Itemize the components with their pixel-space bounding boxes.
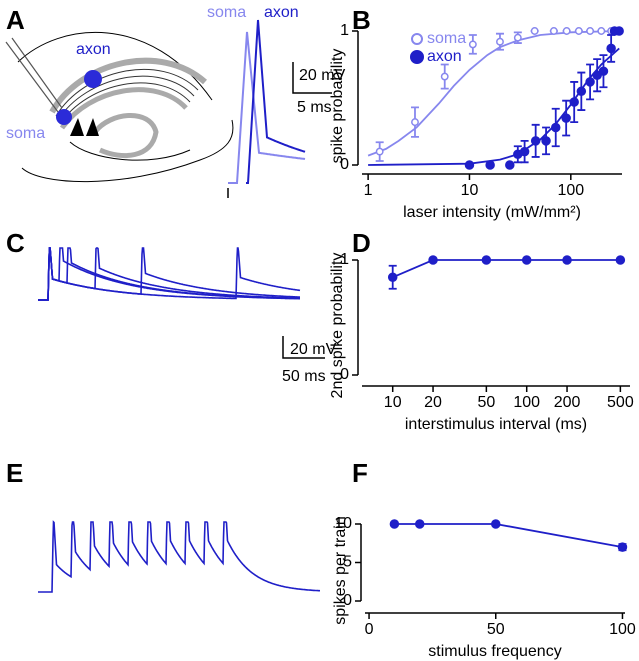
y-axis-label: spikes per train: [332, 516, 349, 625]
diagram-label: soma: [6, 125, 45, 142]
data-point: [485, 160, 495, 170]
x-tick-label: 0: [365, 621, 374, 638]
data-point: [428, 255, 438, 265]
data-point: [491, 519, 501, 529]
x-tick-label: 1: [364, 182, 373, 199]
data-point: [496, 37, 504, 46]
data-point: [387, 272, 398, 282]
data-point: [586, 27, 595, 35]
voltage-trace: [228, 31, 306, 184]
hippocampus-diagram: [5, 32, 234, 183]
data-point: [569, 97, 579, 107]
trace-label: soma: [207, 4, 246, 21]
data-line: [394, 523, 623, 548]
x-tick-label: 100: [557, 182, 584, 199]
series: [387, 255, 626, 290]
scale-bar-label: 20 mV: [290, 341, 337, 358]
diagram-label: axon: [76, 41, 111, 58]
x-tick-label: 500: [607, 394, 634, 411]
data-point: [468, 40, 477, 49]
data-point: [464, 160, 475, 170]
data-point: [574, 27, 583, 35]
x-tick-label: 10: [384, 394, 402, 411]
data-point: [519, 146, 530, 157]
data-point: [550, 122, 561, 133]
scale-bar: [227, 62, 332, 198]
data-point: [440, 72, 449, 81]
data-point: [562, 255, 572, 265]
panel-label: E: [6, 458, 23, 488]
data-point: [521, 255, 532, 265]
y-axis-label: 2nd spike probability: [329, 253, 346, 399]
data-point: [530, 27, 539, 35]
legend-marker: [410, 50, 424, 64]
data-point: [389, 519, 400, 529]
scale-bar-label: 20 mV: [299, 67, 346, 84]
x-tick-label: 20: [424, 394, 442, 411]
data-point: [562, 27, 571, 35]
y-tick-label: 1: [340, 22, 349, 39]
data-point: [614, 26, 624, 36]
legend-label: axon: [427, 48, 462, 65]
x-tick-label: 100: [513, 394, 540, 411]
legend-marker: [411, 33, 423, 45]
data-point: [481, 255, 492, 265]
y-tick-label: 0: [340, 156, 349, 173]
data-line: [392, 259, 621, 279]
data-point: [561, 113, 571, 123]
panel-label: C: [6, 228, 25, 258]
x-axis-label: interstimulus interval (ms): [405, 416, 587, 433]
x-tick-label: 200: [554, 394, 581, 411]
x-axis-label: stimulus frequency: [428, 643, 561, 660]
data-point: [549, 27, 558, 35]
scale-bar: [282, 336, 325, 359]
x-tick-label: 50: [477, 394, 495, 411]
fit-curve: [367, 30, 620, 157]
voltage-trace: [246, 19, 306, 184]
voltage-trace: [38, 247, 300, 301]
x-tick-label: 100: [609, 621, 636, 638]
panel-label: A: [6, 5, 25, 35]
data-point: [530, 136, 541, 146]
data-point: [414, 519, 425, 529]
voltage-trace: [38, 247, 300, 301]
trace-label: axon: [264, 4, 299, 21]
y-tick-label: 10: [334, 515, 352, 532]
data-point: [513, 33, 522, 42]
x-axis-label: laser intensity (mW/mm²): [403, 204, 581, 221]
voltage-trace: [38, 247, 301, 301]
y-tick-label: 1: [340, 251, 349, 268]
scale-bar-label: 50 ms: [282, 368, 326, 385]
data-point: [411, 118, 419, 127]
data-point: [576, 86, 587, 97]
scale-bar-label: 5 ms: [297, 99, 332, 116]
x-tick-label: 10: [461, 182, 479, 199]
data-point: [615, 255, 626, 265]
data-point: [597, 27, 606, 35]
voltage-trace: [38, 247, 300, 301]
legend-label: soma: [427, 30, 466, 47]
data-point: [375, 147, 384, 156]
voltage-trace: [38, 247, 300, 301]
series: [368, 26, 624, 170]
data-point: [606, 43, 616, 54]
panel-label: B: [352, 5, 371, 35]
series: [389, 519, 628, 552]
data-point: [617, 542, 628, 552]
data-point: [541, 136, 551, 146]
voltage-trace: [38, 520, 320, 593]
y-tick-label: 0: [340, 366, 349, 383]
data-point: [585, 77, 595, 87]
data-point: [505, 160, 515, 170]
panel-label: D: [352, 228, 371, 258]
y-tick-label: 5: [343, 554, 352, 571]
x-tick-label: 50: [487, 621, 505, 638]
y-axis-label: spike probability: [329, 49, 346, 164]
panel-label: F: [352, 458, 368, 488]
data-point: [598, 66, 609, 76]
y-tick-label: 0: [343, 592, 352, 609]
